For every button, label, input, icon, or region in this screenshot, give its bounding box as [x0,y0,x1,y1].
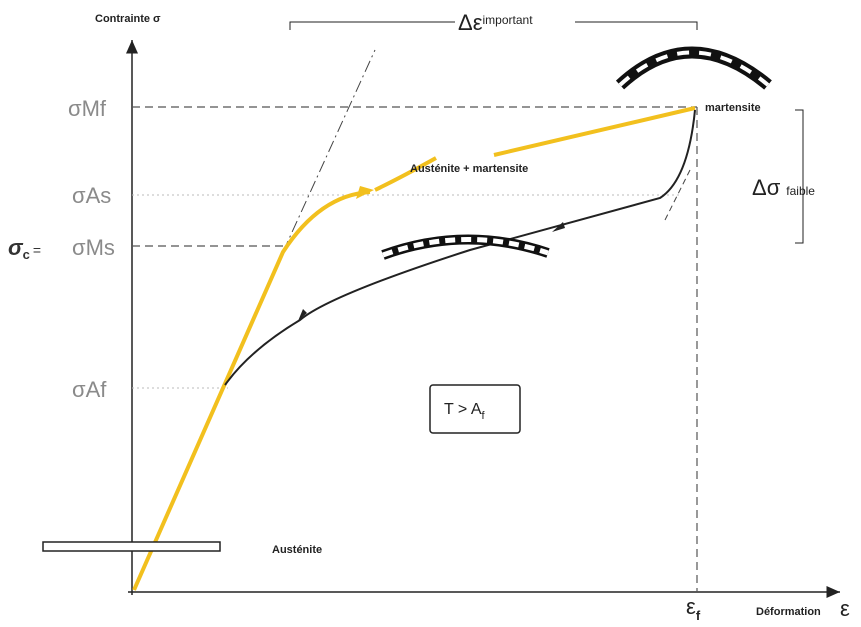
final-strain: εf [686,594,701,623]
arrow [356,186,374,199]
level-label: σAs [72,183,111,208]
sub: f [696,608,701,623]
sub: f [482,410,486,422]
condition-box [429,384,521,434]
x-axis-label: Déformation [756,606,821,618]
critical-label: σc = [8,235,41,262]
stress-range: Δσ faible [752,175,815,200]
level-label: σMf [68,96,107,121]
label: important [483,13,534,27]
loading-curve [374,156,437,192]
phase-label: Austénite [272,544,322,556]
austenite-shape [42,541,221,552]
mixed-pattern [382,237,549,258]
guides [132,106,698,592]
sub: c [23,247,30,262]
sigma: σ [8,235,24,260]
arrow [298,309,307,321]
arrow [552,222,565,232]
level-label: σMs [72,235,115,260]
strain-range: Δεimportant [458,10,533,35]
bracket [289,21,698,30]
bracket [795,109,804,244]
level-label: σAf [72,377,107,402]
x-axis-symbol: ε [840,596,850,621]
martensite-pattern [618,50,770,87]
y-axis-label: Contrainte σ [95,13,161,25]
symbol: Δσ [752,175,781,200]
phase-label: martensite [705,102,761,114]
phase-label: Austénite + martensite [410,163,528,175]
condition: T > Af [444,401,486,422]
unloading-curve [224,109,696,386]
label: faible [786,184,815,198]
equals: = [33,242,41,258]
tangent [282,49,376,253]
loading-curve [493,106,696,157]
dotted-guides [132,194,680,389]
symbol: ε [686,594,696,619]
loading-curve [132,190,371,591]
main: T > A [444,401,482,418]
symbol: Δε [458,10,483,35]
